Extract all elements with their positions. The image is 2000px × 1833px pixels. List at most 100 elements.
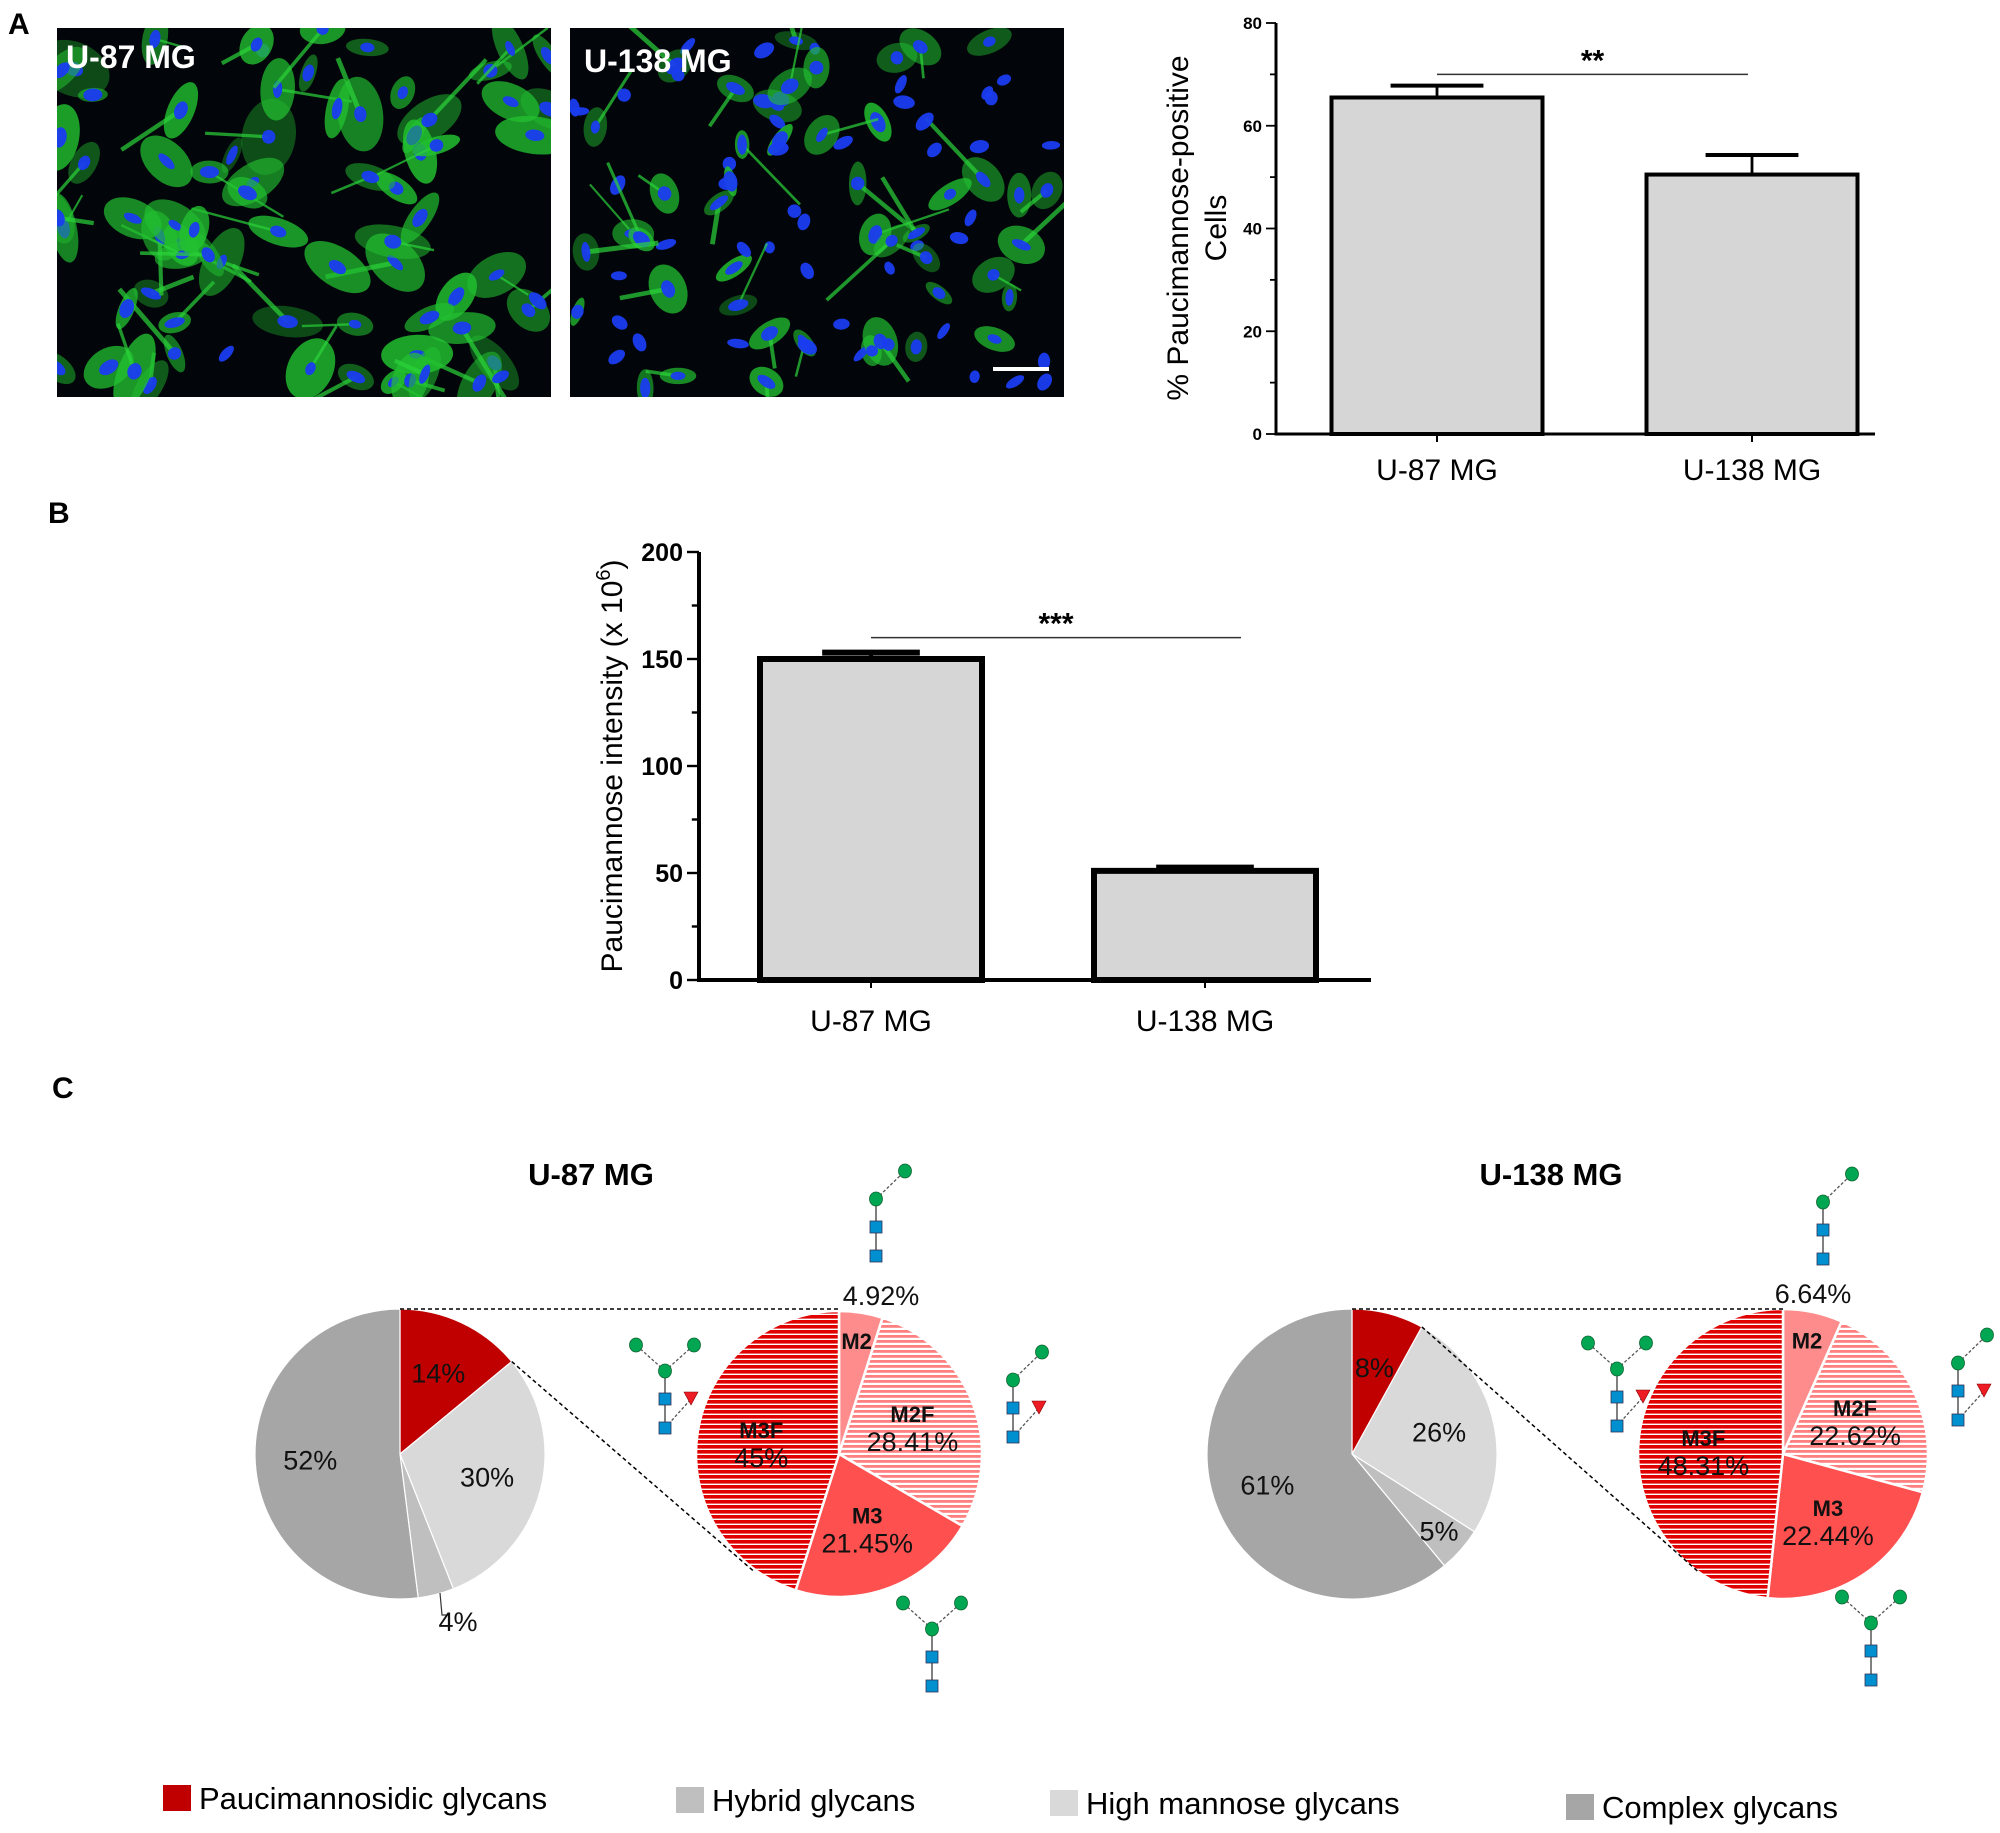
nucleus xyxy=(261,129,276,144)
pie-slice xyxy=(1636,1307,1785,1600)
bar-chart-b: 0 50 100 150 200 U-87 MG U-138 MG *** Paucimanno… xyxy=(593,539,1371,1038)
nucleus xyxy=(164,317,185,329)
pie-label: 4.92% xyxy=(843,1281,920,1311)
y-axis-label: Paucimannose intensity (x 106) xyxy=(593,560,629,973)
cell-process xyxy=(589,183,634,235)
nucleus xyxy=(725,261,743,275)
mannose-circle xyxy=(1835,1589,1849,1605)
fucose-triangle xyxy=(683,1391,699,1406)
nucleus xyxy=(833,135,853,150)
pie-slice xyxy=(1766,1452,1925,1601)
legend-label: High mannose glycans xyxy=(1086,1786,1400,1821)
label-leader xyxy=(439,1592,448,1616)
nucleus xyxy=(919,251,933,265)
cell-process xyxy=(594,70,633,128)
nucleus xyxy=(188,221,200,238)
nucleus xyxy=(661,280,676,298)
y-tick-label: 0 xyxy=(669,967,683,995)
glcnac-square xyxy=(658,1392,672,1406)
nucleus xyxy=(472,374,487,392)
nucleus xyxy=(884,261,895,275)
nucleus xyxy=(797,338,817,355)
nucleus xyxy=(397,86,408,100)
glcnac-square xyxy=(869,1249,883,1263)
nucleus xyxy=(870,112,886,133)
nucleus xyxy=(421,112,438,128)
nucleus xyxy=(270,225,287,238)
x-tick-label: U-138 MG xyxy=(1683,454,1821,487)
glcnac-square xyxy=(1816,1252,1830,1266)
cell-process xyxy=(460,326,507,397)
pie-slice xyxy=(1781,1319,1930,1494)
glcnac-square xyxy=(1006,1401,1020,1415)
nucleus xyxy=(429,139,444,152)
nucleus xyxy=(521,303,536,318)
cell-process xyxy=(496,274,529,296)
pie-slice-name: M3 xyxy=(852,1503,883,1528)
connector-line xyxy=(511,1361,755,1572)
glcnac-square xyxy=(1864,1673,1878,1687)
cell-staining xyxy=(57,28,551,397)
glcnac-square xyxy=(1610,1390,1624,1404)
nucleus xyxy=(726,82,745,95)
legend-swatch xyxy=(676,1787,704,1813)
nucleus xyxy=(964,209,977,227)
nucleus xyxy=(912,40,928,54)
nucleus xyxy=(910,240,924,252)
pie-charts: 14%30%4%52%M24.92%M2F28.41%M321.45%M3F45… xyxy=(254,1279,1930,1637)
mannose-circle xyxy=(869,1191,883,1207)
cell-process xyxy=(880,176,919,235)
pie-slice xyxy=(254,1308,419,1600)
fucose-triangle xyxy=(1976,1383,1992,1398)
nucleus xyxy=(949,232,969,245)
panel-label-b: B xyxy=(48,497,70,530)
nucleus xyxy=(833,318,850,330)
cell-process xyxy=(309,325,338,370)
y-axis-label: Cells xyxy=(1200,195,1233,262)
mannose-circle xyxy=(1035,1344,1049,1360)
legend-swatch xyxy=(1050,1790,1078,1816)
nucleus xyxy=(657,186,672,201)
nucleus xyxy=(77,155,91,171)
micrograph-label: U-87 MG xyxy=(66,39,196,75)
nucleus xyxy=(488,269,505,281)
bar-chart-a: 0 20 40 60 80 U-87 MG U-138 MG ** % Paucimannose… xyxy=(1162,14,1875,487)
nucleus xyxy=(412,208,428,228)
nucleus xyxy=(149,29,161,49)
cell-process xyxy=(788,28,803,87)
nucleus xyxy=(218,345,234,362)
nucleus xyxy=(709,195,729,211)
cell-process xyxy=(708,87,737,128)
nucleus xyxy=(174,101,188,120)
nucleus xyxy=(539,101,551,117)
cell-process xyxy=(221,260,260,277)
mannose-circle xyxy=(1006,1372,1020,1388)
nucleus xyxy=(331,97,343,120)
nucleus xyxy=(655,238,677,250)
pie-label: 22.44% xyxy=(1782,1521,1874,1551)
mannose-circle xyxy=(896,1595,910,1611)
nucleus xyxy=(57,62,70,79)
nucleus xyxy=(140,287,162,300)
nucleus xyxy=(387,255,404,271)
micrograph-u138: U-138 MG xyxy=(570,28,1064,397)
pie-label: 21.45% xyxy=(821,1528,913,1558)
fucose-triangle xyxy=(1031,1400,1047,1415)
micrograph-u87: U-87 MG xyxy=(57,28,551,397)
nucleus xyxy=(226,145,238,165)
nucleus xyxy=(201,247,215,263)
cell-process xyxy=(1019,201,1064,247)
nucleus xyxy=(57,127,67,148)
nucleus xyxy=(1038,352,1051,370)
nucleus xyxy=(83,88,103,102)
nucleus xyxy=(502,96,519,108)
glycan-M3-icon xyxy=(896,1595,968,1693)
nucleus xyxy=(305,362,316,376)
cell-process xyxy=(374,144,437,177)
cell-process xyxy=(154,37,188,50)
cell-process xyxy=(709,202,722,245)
y-tick-label: 200 xyxy=(641,539,683,567)
glcnac-square xyxy=(1816,1223,1830,1237)
cell-process xyxy=(272,28,325,89)
pie-slice-name: M3F xyxy=(1681,1426,1725,1451)
